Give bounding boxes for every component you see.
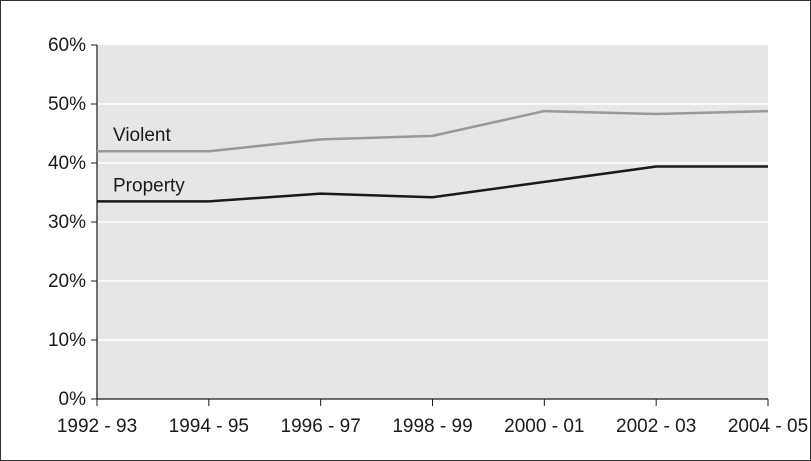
x-tick-label: 1992 - 93 bbox=[57, 416, 137, 437]
x-tick-label: 1996 - 97 bbox=[281, 416, 361, 437]
y-tick-label: 60% bbox=[48, 35, 86, 56]
series-lines bbox=[96, 109, 769, 203]
gridlines bbox=[97, 103, 768, 341]
y-tick-label: 20% bbox=[48, 271, 86, 292]
y-tick-label: 10% bbox=[48, 330, 86, 351]
x-tick-label: 1994 - 95 bbox=[169, 416, 249, 437]
series-labels: Violent Property bbox=[113, 125, 185, 196]
series-label-property: Property bbox=[113, 175, 185, 196]
series-label-violent: Violent bbox=[113, 125, 171, 146]
x-tick-label: 2004 - 05 bbox=[728, 416, 808, 437]
x-tick-label: 2000 - 01 bbox=[504, 416, 584, 437]
y-tick-label: 0% bbox=[59, 389, 87, 410]
x-axis-ticks: 1992 - 93 1994 - 95 1996 - 97 1998 - 99 2000… bbox=[57, 399, 808, 437]
x-tick-label: 1998 - 99 bbox=[392, 416, 472, 437]
y-tick-label: 40% bbox=[48, 153, 86, 174]
y-tick-label: 50% bbox=[48, 94, 86, 115]
y-tick-label: 30% bbox=[48, 212, 86, 233]
y-axis-ticks: 0% 10% 20% 30% 40% 50% 60% bbox=[48, 35, 97, 410]
x-tick-label: 2002 - 03 bbox=[616, 416, 696, 437]
